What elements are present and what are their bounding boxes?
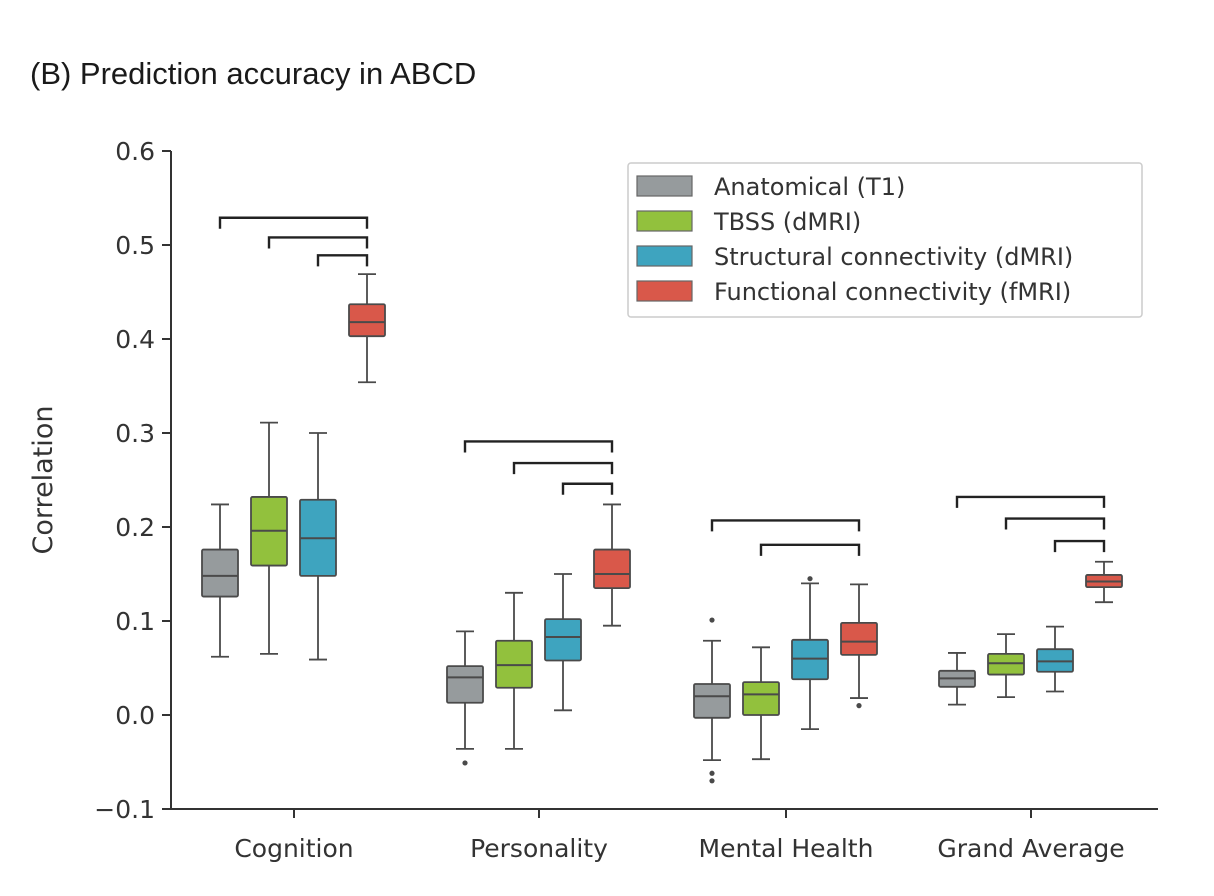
legend-entry: Structural connectivity (dMRI) [714,243,1073,271]
significance-bracket [955,495,1106,508]
significance-bracket [759,543,861,556]
y-axis-label: Correlation [28,406,59,555]
flier-point [807,576,813,582]
box [495,591,533,750]
box [593,503,631,627]
x-tick-label: Cognition [234,834,353,863]
box [250,421,288,655]
legend-swatch [636,210,693,232]
significance-bracket [512,461,614,475]
y-tick-label: 0.6 [115,137,155,166]
box-iqr [348,303,386,338]
axes: −0.1 0.0 0.1 0.2 0.3 0.4 0.5 0.6 Cognition Person… [28,137,1158,863]
legend-entry: TBSS (dMRI) [713,208,861,236]
box [1036,625,1074,693]
flier-point [856,703,862,709]
legend-swatch [636,245,693,267]
box [938,652,976,706]
legend-entry: Functional connectivity (fMRI) [714,278,1071,306]
box [348,273,386,384]
box [299,432,337,661]
box [544,573,582,712]
significance-bracket [267,236,369,249]
y-tick-label: 0.5 [115,231,155,260]
significance-bracket [218,216,369,229]
significance-bracket [1053,539,1106,553]
significance-bracket [561,482,614,495]
significance-bracket [710,519,861,532]
y-tick-label: 0.1 [115,607,155,636]
flier-point [709,617,715,623]
box [693,617,731,784]
legend: Anatomical (T1) TBSS (dMRI) Structural con… [627,162,1143,318]
legend-swatch [636,280,693,302]
box-iqr [446,665,484,704]
x-tick-label: Grand Average [937,834,1124,863]
box [840,583,878,709]
legend-frame [627,162,1143,318]
significance-brackets [218,216,1106,556]
significance-bracket [316,254,369,267]
box [791,576,829,730]
y-tick-label: 0.3 [115,419,155,448]
significance-bracket [1004,517,1106,530]
x-tick-label: Mental Health [699,834,874,863]
y-tick-label: 0.2 [115,513,155,542]
y-tick-label: 0.4 [115,325,155,354]
legend-swatch [636,175,693,197]
box [446,630,484,766]
box [742,646,780,761]
significance-bracket [463,440,614,453]
box [987,633,1025,699]
box-iqr [201,548,239,598]
box-iqr [693,683,731,719]
y-tick-label: −0.1 [94,795,155,824]
box-series [201,273,1123,784]
box [201,503,239,658]
legend-entry: Anatomical (T1) [714,173,905,201]
box-iqr [544,618,582,662]
box-iqr [593,548,631,589]
box-iqr [742,681,780,716]
y-tick-label: 0.0 [115,701,155,730]
box-iqr [840,621,878,656]
page-title: (B) Prediction accuracy in ABCD [30,56,477,91]
flier-point [462,760,468,766]
flier-point [709,778,715,784]
box [1085,560,1123,604]
x-tick-label: Personality [470,834,608,863]
flier-point [709,770,715,776]
